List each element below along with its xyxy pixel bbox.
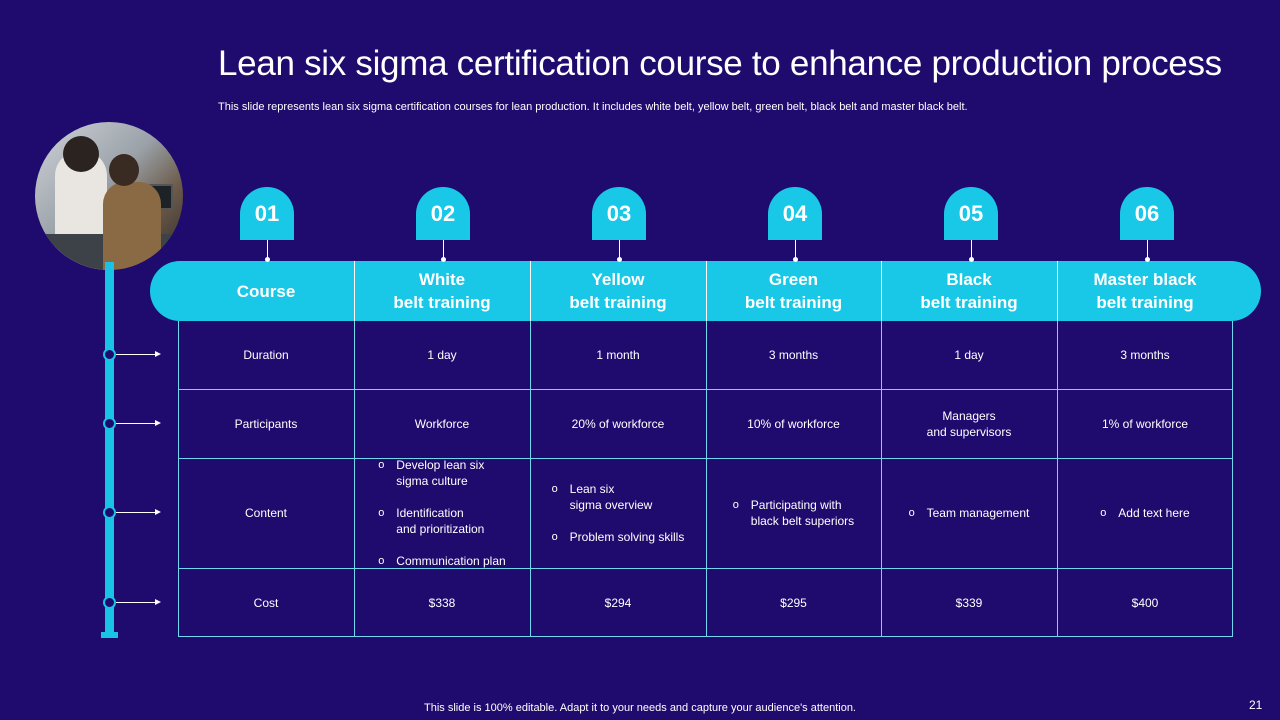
table-cell: $339 [955, 595, 983, 610]
table-cell: Participating with black belt superiors [706, 458, 881, 568]
timeline-node-cost [103, 596, 116, 609]
table-header-band [150, 261, 1261, 321]
header-divider [881, 261, 882, 321]
bullet-list: Add text here [1100, 489, 1189, 537]
table-cell: 1% of workforce [1101, 416, 1189, 431]
arrow-icon [116, 599, 161, 605]
slide-subtitle: This slide represents lean six sigma cer… [218, 101, 968, 113]
tab-dot [617, 257, 622, 262]
bullet-list: Lean six sigma overview Problem solving … [552, 465, 685, 561]
tab-connector [267, 240, 268, 260]
header-divider [706, 261, 707, 321]
header-master-black-belt: Master black belt training [1093, 270, 1197, 312]
table-cell: Add text here [1057, 458, 1233, 568]
bullet-list: Participating with black belt superiors [733, 481, 854, 545]
course-table [178, 321, 1233, 637]
table-cell: Workforce [414, 416, 470, 431]
table-cell: 1 month [596, 348, 640, 362]
table-cell: 10% of workforce [747, 416, 840, 431]
team-photo [35, 122, 183, 270]
table-cell: 3 months [768, 348, 819, 362]
arrow-icon [116, 420, 161, 426]
list-item: Lean six sigma overview [552, 481, 685, 513]
table-cell: 1 day [954, 348, 984, 362]
table-cell: $400 [1131, 595, 1159, 610]
row-label-content: Content [244, 506, 288, 520]
row-label-duration: Duration [243, 348, 289, 362]
header-yellow-belt: Yellow belt training [569, 270, 667, 312]
list-item: Identification and prioritization [378, 505, 505, 537]
grid-column-line [1057, 321, 1058, 637]
timeline-node-content [103, 506, 116, 519]
step-number-03: 03 [592, 187, 646, 240]
timeline-base [101, 632, 118, 638]
tab-connector [971, 240, 972, 260]
grid-row-line [178, 458, 1233, 459]
timeline-node-participants [103, 417, 116, 430]
timeline-bar [105, 262, 114, 636]
arrow-icon [116, 509, 161, 515]
table-cell: 3 months [1120, 348, 1170, 362]
grid-row-line [178, 389, 1233, 390]
tab-connector [619, 240, 620, 260]
header-white-belt: White belt training [393, 270, 491, 312]
table-cell: $294 [604, 595, 632, 610]
list-item: Communication plan [378, 553, 505, 569]
list-item: Team management [909, 505, 1030, 521]
table-cell: Managers and supervisors [926, 408, 1012, 439]
list-item: Participating with black belt superiors [733, 497, 854, 529]
step-number-02: 02 [416, 187, 470, 240]
grid-column-line [530, 321, 531, 637]
header-green-belt: Green belt training [744, 270, 843, 312]
table-cell: Lean six sigma overview Problem solving … [530, 458, 706, 568]
bullet-list: Team management [909, 489, 1030, 537]
footer-note: This slide is 100% editable. Adapt it to… [424, 702, 856, 714]
timeline-node-duration [103, 348, 116, 361]
grid-column-line [706, 321, 707, 637]
list-item: Add text here [1100, 505, 1189, 521]
bullet-list: Develop lean six sigma culture Identific… [378, 441, 505, 585]
header-divider [1057, 261, 1058, 321]
tab-dot [793, 257, 798, 262]
header-black-belt: Black belt training [920, 270, 1018, 312]
table-cell: Develop lean six sigma culture Identific… [354, 457, 530, 569]
list-item: Develop lean six sigma culture [378, 457, 505, 489]
grid-row-line [178, 568, 1233, 569]
table-cell: 20% of workforce [571, 416, 665, 431]
table-cell: 1 day [427, 348, 457, 362]
tab-connector [1147, 240, 1148, 260]
tab-dot [441, 257, 446, 262]
header-course: Course [236, 281, 296, 301]
step-number-06: 06 [1120, 187, 1174, 240]
table-cell: $338 [428, 595, 456, 610]
grid-column-line [881, 321, 882, 637]
header-divider [354, 261, 355, 321]
tab-dot [1145, 257, 1150, 262]
arrow-icon [116, 351, 161, 357]
step-number-04: 04 [768, 187, 822, 240]
page-number: 21 [1249, 698, 1263, 712]
list-item: Problem solving skills [552, 529, 685, 545]
grid-column-line [354, 321, 355, 637]
table-cell: $295 [780, 595, 807, 610]
step-number-05: 05 [944, 187, 998, 240]
step-number-01: 01 [240, 187, 294, 240]
table-cell: Team management [881, 458, 1057, 568]
row-label-participants: Participants [234, 416, 298, 431]
tab-dot [969, 257, 974, 262]
tab-dot [265, 257, 270, 262]
tab-connector [443, 240, 444, 260]
slide-title: Lean six sigma certification course to e… [218, 44, 1222, 83]
header-divider [530, 261, 531, 321]
tab-connector [795, 240, 796, 260]
row-label-cost: Cost [253, 595, 279, 610]
